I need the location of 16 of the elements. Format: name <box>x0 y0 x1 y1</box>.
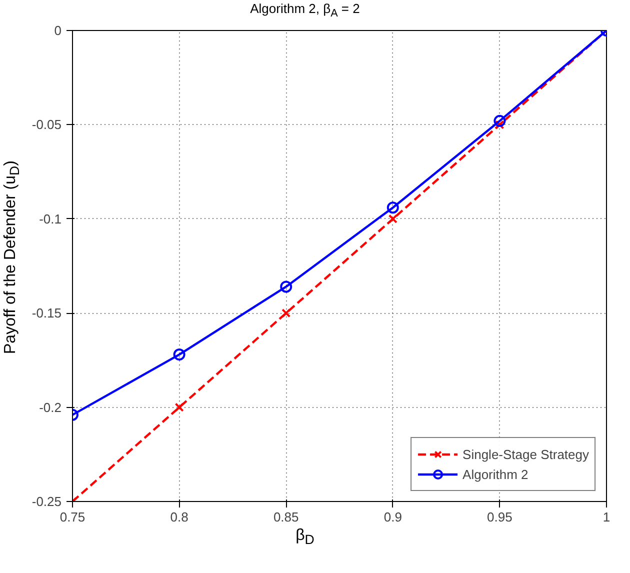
y-tick-label: -0.25 <box>32 494 62 509</box>
y-tick-label: 0 <box>54 23 62 38</box>
x-tick-label: 0.8 <box>170 510 188 524</box>
x-tick-label: 0.75 <box>60 510 86 524</box>
x-tick-label: 0.95 <box>487 510 512 524</box>
x-tick-label: 0.9 <box>384 510 402 524</box>
chart-title: Algorithm 2, β$_{A}$ = 2 <box>249 0 361 22</box>
y-tick-label: -0.2 <box>39 400 62 415</box>
y-tick-label: -0.15 <box>32 306 62 321</box>
legend-label: Single-Stage Strategy <box>462 446 589 462</box>
x-axis-title: β$_{D}$ <box>294 526 316 550</box>
legend-label: Algorithm 2 <box>462 466 528 482</box>
y-tick-label: -0.05 <box>32 117 62 132</box>
x-tick-label: 1 <box>602 510 610 524</box>
y-tick-label: -0.1 <box>39 211 62 226</box>
x-tick-label: 0.85 <box>273 510 299 524</box>
